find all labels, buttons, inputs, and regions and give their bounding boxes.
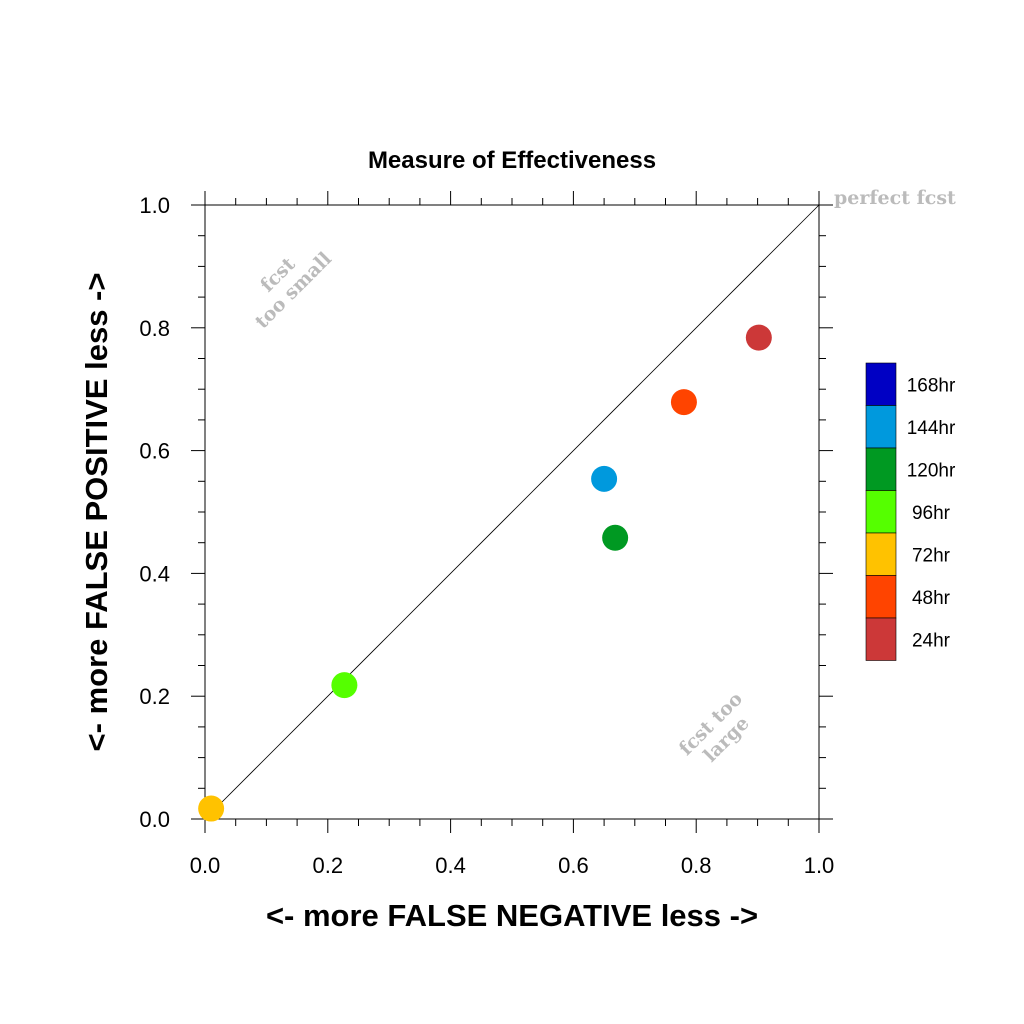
x-tick-label: 0.8 (681, 853, 712, 878)
legend-swatch-72hr (865, 532, 897, 576)
chart-title: Measure of Effectiveness (368, 147, 656, 174)
legend-label-72hr: 72hr (912, 545, 951, 566)
legend-swatch-24hr (865, 617, 897, 661)
x-tick-label: 0.4 (435, 853, 466, 878)
too-small-annotation: fcst too small (251, 248, 336, 333)
y-axis-label: <- more FALSE POSITIVE less -> (79, 273, 114, 752)
legend-label-48hr: 48hr (912, 588, 951, 609)
y-tick-label: 0.6 (139, 439, 170, 464)
legend-label-96hr: 96hr (912, 503, 951, 524)
legend: 168hr 144hr 120hr 96hr 72hr 48hr 24hr (865, 362, 956, 661)
too-large-annotation: fcst too large (675, 688, 754, 767)
legend-swatch-144hr (865, 405, 897, 449)
plot-area (191, 191, 833, 833)
x-tick-label: 0.2 (313, 853, 344, 878)
too-small-line2: too small (251, 248, 336, 333)
x-tick-label: 0.6 (558, 853, 589, 878)
legend-swatch-96hr (865, 490, 897, 534)
legend-label-144hr: 144hr (907, 418, 956, 439)
y-tick-label: 0.4 (139, 561, 170, 586)
y-tick-label: 1.0 (139, 193, 170, 218)
data-point-96hr (331, 672, 358, 699)
legend-label-24hr: 24hr (912, 630, 951, 651)
perfect-forecast-annotation: perfect fcst (834, 187, 956, 209)
x-tick-label: 1.0 (804, 853, 835, 878)
data-point-72hr (198, 795, 225, 822)
legend-swatch-168hr (865, 362, 897, 406)
data-point-48hr (670, 389, 697, 416)
tick-labels: 0.0 0.2 0.4 0.6 0.8 1.0 0.0 0.2 0.4 0.6 0.8 1.0 (139, 193, 834, 878)
legend-swatch-48hr (865, 575, 897, 619)
legend-label-168hr: 168hr (907, 375, 956, 396)
axis-ticks (191, 191, 833, 833)
data-points (198, 324, 772, 822)
data-point-120hr (602, 524, 629, 551)
y-tick-label: 0.8 (139, 316, 170, 341)
x-axis-label: <- more FALSE NEGATIVE less -> (266, 898, 758, 933)
x-tick-label: 0.0 (190, 853, 221, 878)
data-point-144hr (591, 465, 618, 492)
data-point-24hr (745, 324, 772, 351)
legend-label-120hr: 120hr (907, 460, 956, 481)
y-tick-label: 0.2 (139, 684, 170, 709)
y-tick-label: 0.0 (139, 807, 170, 832)
legend-swatch-120hr (865, 447, 897, 491)
perfect-forecast-diagonal (204, 204, 820, 820)
